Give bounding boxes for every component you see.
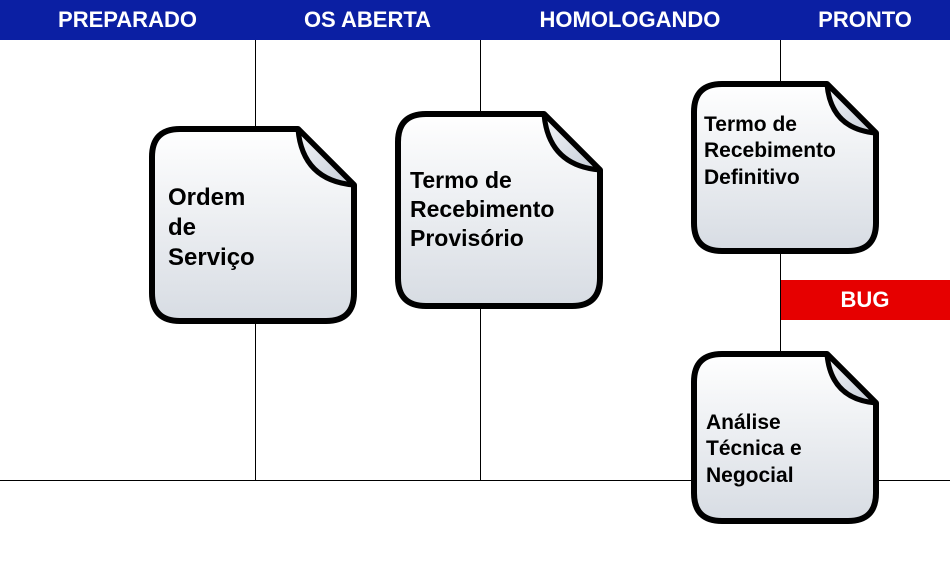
kanban-header: PREPARADO OS ABERTA HOMOLOGANDO PRONTO <box>0 0 950 40</box>
header-col-label: HOMOLOGANDO <box>540 7 721 33</box>
bug-label-text: BUG <box>841 287 890 313</box>
header-col-label: OS ABERTA <box>304 7 431 33</box>
doc-card-label: Termo de Recebimento Provisório <box>410 166 554 252</box>
doc-card-label: Ordem de Serviço <box>168 183 255 273</box>
header-col-3: PRONTO <box>780 0 950 40</box>
doc-card-ordem-servico: Ordem de Serviço <box>148 125 358 325</box>
doc-card-label: Termo de Recebimento Definitivo <box>704 112 836 191</box>
bug-label-bar: BUG <box>780 280 950 320</box>
doc-card-termo-provisorio: Termo de Recebimento Provisório <box>394 110 604 310</box>
doc-card-label: Análise Técnica e Negocial <box>706 410 802 489</box>
doc-card-analise-tecnica: Análise Técnica e Negocial <box>690 350 880 525</box>
header-col-0: PREPARADO <box>0 0 255 40</box>
header-col-2: HOMOLOGANDO <box>480 0 780 40</box>
header-col-label: PRONTO <box>818 7 912 33</box>
header-col-1: OS ABERTA <box>255 0 480 40</box>
header-col-label: PREPARADO <box>58 7 197 33</box>
doc-card-termo-definitivo: Termo de Recebimento Definitivo <box>690 80 880 255</box>
